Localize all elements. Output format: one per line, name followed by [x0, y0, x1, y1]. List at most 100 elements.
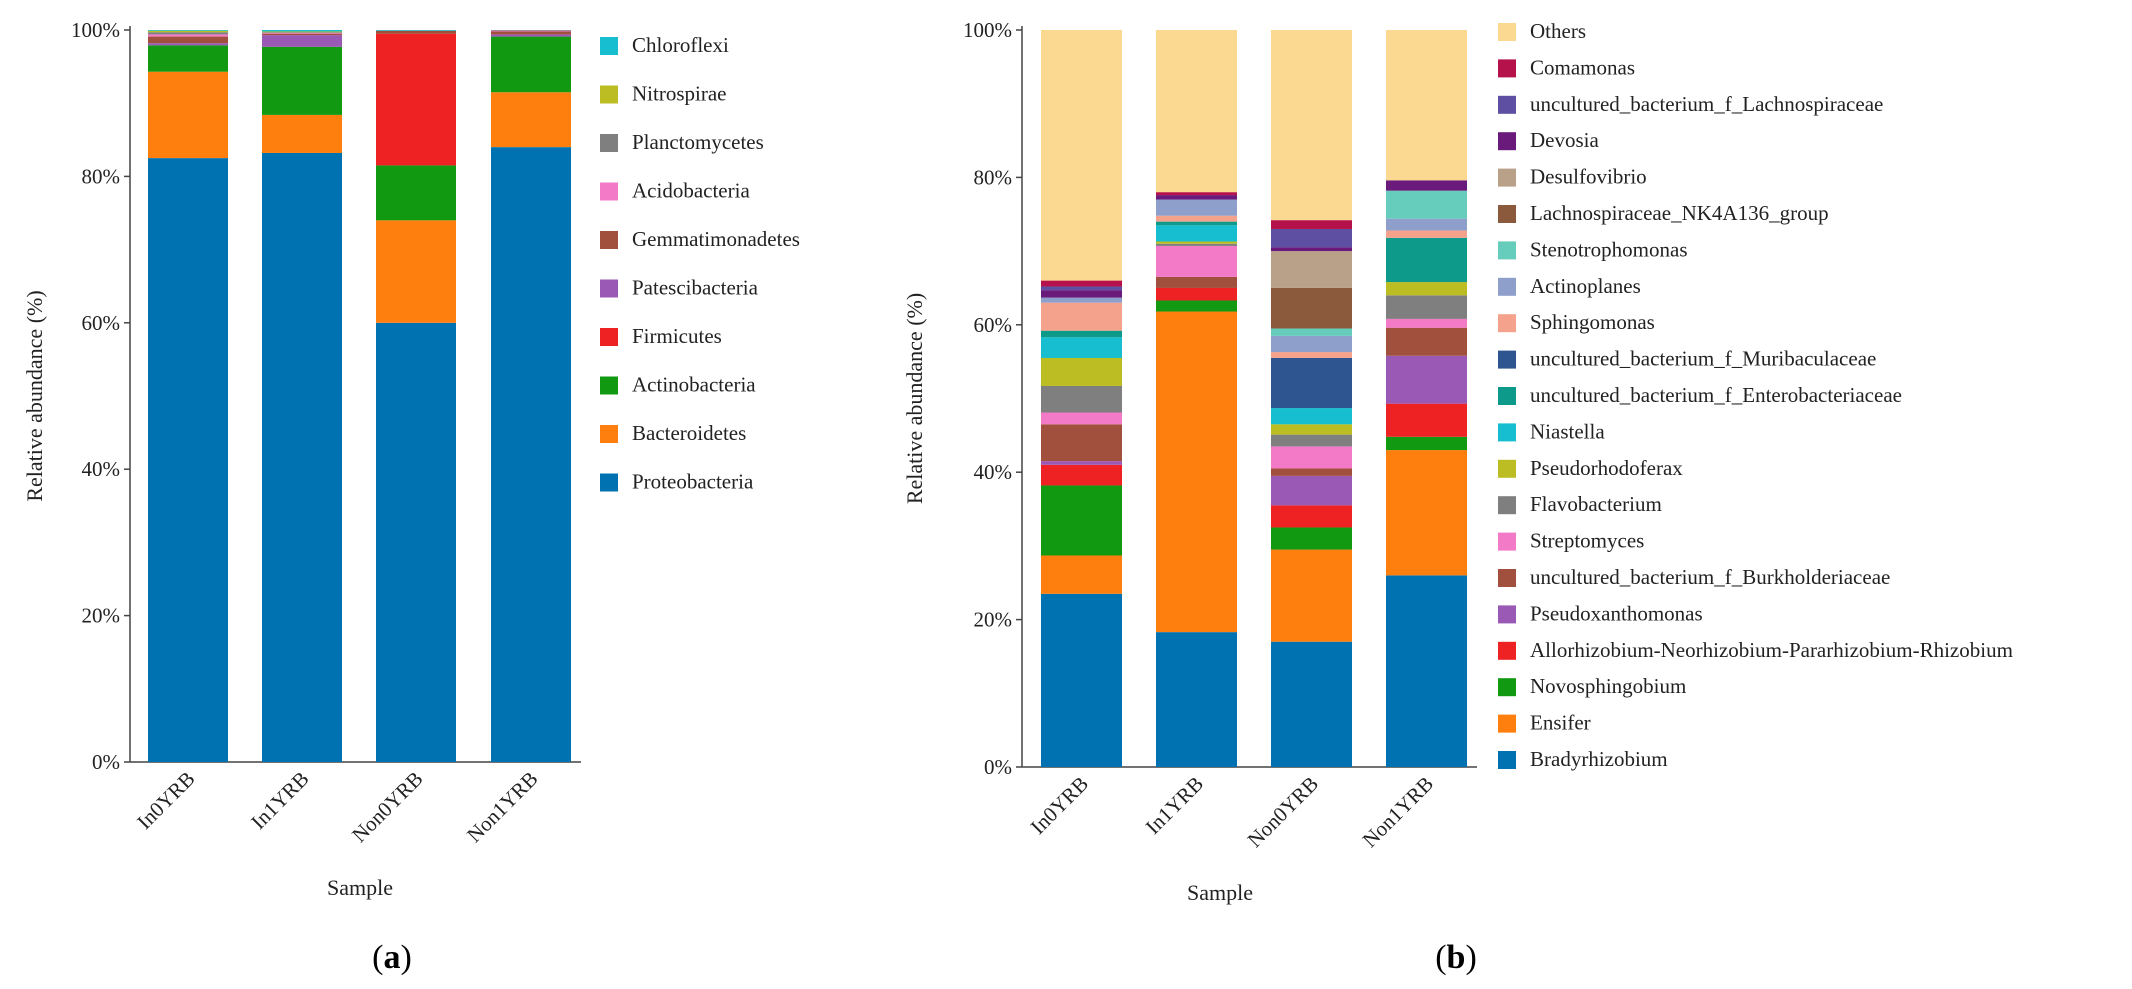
legend-swatch-Sphingomonas [1498, 314, 1516, 333]
bar-a-Non1YRB-Bacteroidetes [491, 92, 571, 148]
legend-swatch-Flavobacterium [1498, 496, 1516, 515]
bar-a-Non1YRB-Patescibacteria [491, 34, 571, 37]
bar-b-Non0YRB-Desulfovibrio [1271, 251, 1352, 288]
legend-label-Desulfovibrio: Desulfovibrio [1530, 165, 1647, 189]
legend-label-Nitrospirae: Nitrospirae [632, 82, 726, 106]
bar-b-Non0YRB-Devosia [1271, 247, 1352, 252]
y-tick-label: 80% [974, 165, 1013, 189]
bar-b-Non0YRB-Comamonas [1271, 220, 1352, 229]
bar-b-Non0YRB-Lachnospiraceae_NK4A136_group [1271, 287, 1352, 329]
bar-b-In0YRB-Pseudoxanthomonas [1041, 461, 1122, 465]
x-tick-label-In0YRB: In0YRB [132, 767, 199, 834]
bar-b-In0YRB-Actinoplanes [1041, 297, 1122, 303]
legend-label-Flavobacterium: Flavobacterium [1530, 492, 1662, 516]
legend-label-uncultured_bacterium_f_Muribaculaceae: uncultured_bacterium_f_Muribaculaceae [1530, 347, 1876, 371]
legend-swatch-Allorhizobium-Neorhizobium-Pararhizobium-Rhizobium [1498, 641, 1516, 660]
bar-a-Non0YRB-Firmicutes [376, 33, 456, 166]
legend-label-Lachnospiraceae_NK4A136_group: Lachnospiraceae_NK4A136_group [1530, 201, 1829, 225]
bar-b-Non0YRB-Streptomyces [1271, 446, 1352, 469]
bar-b-In1YRB-uncultured_bacterium_f_Burkholderiaceae [1156, 276, 1237, 288]
bar-b-In0YRB-Ensifer [1041, 555, 1122, 594]
legend-label-Acidobacteria: Acidobacteria [632, 179, 750, 203]
bar-b-Non1YRB-Allorhizobium-Neorhizobium-Pararhizobium-Rhizobium [1386, 403, 1467, 437]
bar-b-In0YRB-Sphingomonas [1041, 302, 1122, 331]
panel-label-a: (a) [372, 939, 412, 976]
bar-b-In0YRB-Flavobacterium [1041, 385, 1122, 413]
bar-a-In0YRB-Planctomycetes [148, 32, 228, 35]
bar-a-In0YRB-Acidobacteria [148, 34, 228, 37]
bar-a-Non1YRB-Gemmatimonadetes [491, 31, 571, 35]
bar-b-Non1YRB-Novosphingobium [1386, 436, 1467, 451]
x-tick-label-Non0YRB: Non0YRB [1243, 772, 1324, 853]
bar-a-In1YRB-Gemmatimonadetes [262, 33, 342, 36]
y-tick-label: 60% [82, 311, 121, 335]
legend-swatch-Comamonas [1498, 59, 1516, 78]
legend-swatch-Firmicutes [600, 328, 618, 346]
legend-swatch-Gemmatimonadetes [600, 231, 618, 249]
legend-label-uncultured_bacterium_f_Burkholderiaceae: uncultured_bacterium_f_Burkholderiaceae [1530, 565, 1890, 589]
y-tick-label: 100% [71, 18, 120, 42]
bar-b-Non0YRB-uncultured_bacterium_f_Burkholderiaceae [1271, 468, 1352, 476]
bar-b-Non1YRB-Others [1386, 30, 1467, 181]
legend-swatch-Bradyrhizobium [1498, 751, 1516, 769]
legend-swatch-Desulfovibrio [1498, 168, 1516, 187]
bar-b-In0YRB-Niastella [1041, 337, 1122, 358]
legend-swatch-Stenotrophomonas [1498, 241, 1516, 260]
legend-label-Devosia: Devosia [1530, 128, 1599, 152]
legend-swatch-Planctomycetes [600, 134, 618, 152]
bar-b-Non1YRB-Devosia [1386, 180, 1467, 191]
bar-b-Non1YRB-Stenotrophomonas [1386, 190, 1467, 219]
chart-panel-b: 0% 20% 40% 60% 80% 100% Relative abundance (%)… [902, 18, 2013, 905]
legend-swatch-Streptomyces [1498, 532, 1516, 551]
x-tick-label-In1YRB: In1YRB [246, 767, 313, 834]
legend-swatch-Actinoplanes [1498, 277, 1516, 296]
y-tick-label: 0% [92, 750, 120, 774]
bar-b-In1YRB-Sphingomonas [1156, 215, 1237, 222]
bar-b-Non0YRB-Flavobacterium [1271, 434, 1352, 447]
bar-a-In1YRB-Acidobacteria [262, 32, 342, 34]
bar-a-In1YRB-Proteobacteria [262, 152, 342, 762]
bar-b-Non0YRB-uncultured_bacterium_f_Muribaculaceae [1271, 357, 1352, 409]
y-tick-label: 0% [984, 755, 1012, 779]
legend-swatch-uncultured_bacterium_f_Muribaculaceae [1498, 350, 1516, 369]
bar-b-In1YRB-Pseudorhodoferax [1156, 241, 1237, 244]
bar-b-In1YRB-Ensifer [1156, 311, 1237, 633]
bar-a-In1YRB-Planctomycetes [262, 32, 342, 33]
legend-swatch-uncultured_bacterium_f_Lachnospiraceae [1498, 95, 1516, 114]
bar-a-In1YRB-Actinobacteria [262, 46, 342, 115]
legend-label-Niastella: Niastella [1530, 419, 1605, 443]
legend-label-Streptomyces: Streptomyces [1530, 529, 1644, 553]
bar-b-In1YRB-uncultured_bacterium_f_Enterobacteriaceae [1156, 221, 1237, 226]
bar-a-Non0YRB-Actinobacteria [376, 165, 456, 221]
legend-swatch-Proteobacteria [600, 473, 618, 492]
legend-swatch-Lachnospiraceae_NK4A136_group [1498, 205, 1516, 223]
x-tick-label-In1YRB: In1YRB [1141, 772, 1208, 839]
bar-b-Non1YRB-Ensifer [1386, 450, 1467, 576]
bar-b-Non1YRB-Flavobacterium [1386, 295, 1467, 319]
bar-b-Non1YRB-Actinoplanes [1386, 218, 1467, 231]
legend-swatch-uncultured_bacterium_f_Enterobacteriaceae [1498, 387, 1516, 405]
bar-b-Non0YRB-Bradyrhizobium [1271, 641, 1352, 767]
x-tick-label-Non1YRB: Non1YRB [462, 767, 543, 848]
legend-swatch-Patescibacteria [600, 279, 618, 298]
bar-b-In0YRB-uncultured_bacterium_f_Enterobacteriaceae [1041, 330, 1122, 338]
legend-swatch-Nitrospirae [600, 85, 618, 104]
bar-a-Non0YRB-Gemmatimonadetes [376, 30, 456, 34]
bar-b-In0YRB-Comamonas [1041, 280, 1122, 287]
bar-b-Non1YRB-Pseudorhodoferax [1386, 282, 1467, 296]
chart-panel-a: 0% 20% 40% 60% 80% 100% Relative abundance (%)… [22, 18, 800, 900]
bar-a-In0YRB-Bacteroidetes [148, 71, 228, 159]
bar-b-Non0YRB-Pseudoxanthomonas [1271, 475, 1352, 506]
bar-b-Non0YRB-Pseudorhodoferax [1271, 424, 1352, 435]
legend-label-Pseudoxanthomonas: Pseudoxanthomonas [1530, 601, 1703, 625]
bar-b-In1YRB-Allorhizobium-Neorhizobium-Pararhizobium-Rhizobium [1156, 287, 1237, 301]
legend-swatch-Niastella [1498, 423, 1516, 442]
legend-label-Planctomycetes: Planctomycetes [632, 130, 764, 154]
x-tick-label-In0YRB: In0YRB [1026, 772, 1093, 839]
legend-label-Stenotrophomonas: Stenotrophomonas [1530, 237, 1688, 261]
bar-b-Non1YRB-Sphingomonas [1386, 230, 1467, 238]
legend-swatch-Pseudorhodoferax [1498, 459, 1516, 478]
bar-b-In1YRB-Niastella [1156, 225, 1237, 242]
bar-a-Non1YRB-Planctomycetes [491, 30, 571, 31]
